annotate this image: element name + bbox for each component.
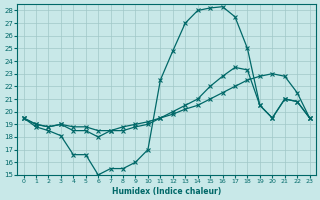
X-axis label: Humidex (Indice chaleur): Humidex (Indice chaleur) — [112, 187, 221, 196]
